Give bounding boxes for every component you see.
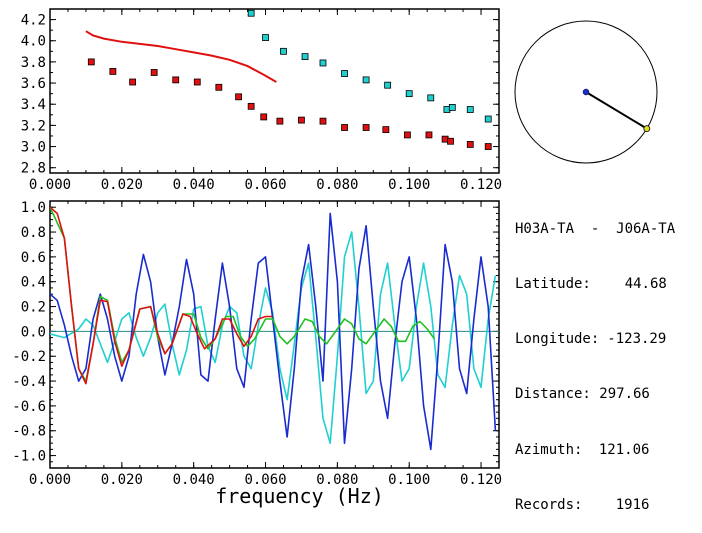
- y-tick-label: 1.0: [21, 200, 46, 216]
- x-tick-label: 0.000: [29, 472, 71, 488]
- info-records: Records: 1916: [515, 496, 675, 514]
- red-square-point: [447, 137, 454, 145]
- y-tick-label: 4.0: [21, 34, 46, 50]
- red-square-point: [298, 116, 305, 124]
- x-tick-label: 0.020: [101, 177, 143, 193]
- x-tick-label: 0.080: [316, 472, 358, 488]
- group-velocity-line: [85, 30, 277, 83]
- cyan-square-point: [280, 47, 287, 55]
- red-square-point: [247, 102, 255, 110]
- correlation-series-line: [50, 231, 497, 444]
- station-info-panel: H03A-TA - J06A-TA Latitude: 44.68 Longitu…: [515, 183, 675, 533]
- x-tick-label: 0.020: [101, 472, 143, 488]
- cyan-square-point: [319, 59, 327, 67]
- x-tick-label: 0.080: [316, 177, 358, 193]
- info-label: Latitude:: [515, 276, 591, 293]
- station-pair-label: H03A-TA - J06A-TA: [515, 220, 676, 237]
- x-axis-label: frequency (Hz): [215, 484, 384, 508]
- x-tick-label: 0.040: [173, 472, 215, 488]
- info-distance: Distance: 297.66: [515, 385, 675, 403]
- y-tick-label: -1.0: [12, 449, 46, 465]
- y-tick-label: -0.6: [12, 399, 46, 415]
- red-square-point: [404, 131, 411, 139]
- y-tick-label: 3.0: [21, 140, 46, 156]
- red-square-point: [129, 78, 137, 86]
- info-label: Distance:: [515, 386, 591, 403]
- red-square-point: [235, 93, 242, 101]
- x-tick-label: 0.060: [244, 177, 286, 193]
- cyan-square-point: [427, 94, 435, 102]
- x-tick-label: 0.100: [388, 472, 430, 488]
- y-tick-label: 2.8: [21, 161, 46, 177]
- cyan-square-point: [262, 34, 269, 41]
- y-tick-label: 0.4: [21, 275, 46, 291]
- x-tick-label: 0.000: [29, 177, 71, 193]
- red-square-point: [150, 69, 158, 76]
- plot-frame: [49, 8, 500, 174]
- dispersion-chart: 0.000 0.020 0.040 0.060 0.080 0.100 0.120 2.8 3.…: [21, 8, 502, 193]
- y-tick-label: 4.2: [21, 13, 46, 29]
- y-tick-label: -0.4: [12, 374, 46, 390]
- info-value: 297.66: [599, 386, 650, 403]
- red-square-point: [109, 68, 117, 75]
- y-tick-label: 3.8: [21, 55, 46, 71]
- red-square-point: [425, 131, 433, 139]
- info-label: Azimuth:: [515, 441, 583, 458]
- azimuth-tip-dot: [643, 125, 651, 133]
- y-tick-label: -0.8: [12, 424, 46, 440]
- correlation-series-line: [50, 206, 273, 385]
- red-square-point: [172, 76, 180, 84]
- info-value: 1916: [615, 496, 650, 513]
- cyan-square-point: [405, 90, 413, 98]
- x-tick-label: 0.060: [244, 472, 286, 488]
- y-tick-label: 0.8: [21, 225, 46, 241]
- info-label: Longitude:: [515, 331, 600, 348]
- red-square-point: [362, 124, 370, 131]
- azimuth-compass: [514, 20, 658, 164]
- red-square-point: [260, 113, 268, 121]
- cyan-square-point: [384, 81, 392, 89]
- x-tick-label: 0.120: [460, 472, 502, 488]
- correlation-series-line: [50, 206, 435, 382]
- cyan-square-point: [341, 70, 348, 77]
- compass-center-dot: [582, 88, 590, 96]
- y-tick-label: 0.0: [21, 324, 46, 340]
- y-tick-label: 3.2: [21, 118, 46, 134]
- cyan-square-point: [362, 76, 370, 84]
- red-square-point: [215, 83, 223, 91]
- red-square-point: [193, 78, 201, 86]
- info-azimuth: Azimuth: 121.06: [515, 441, 675, 459]
- cyan-square-point: [466, 106, 474, 113]
- red-square-point: [276, 117, 284, 125]
- info-value: 121.06: [598, 441, 650, 458]
- red-square-point: [466, 141, 474, 148]
- red-square-point: [484, 143, 492, 150]
- y-tick-label: 0.6: [21, 250, 46, 266]
- y-tick-label: 0.2: [21, 300, 46, 316]
- figure-canvas: 0.000 0.020 0.040 0.060 0.080 0.100 0.120 2.8 3.…: [12, 8, 658, 508]
- correlation-chart: 0.000 0.020 0.040 0.060 0.080 0.100 0.120 1.0 0.…: [12, 200, 502, 508]
- azimuth-needle: [585, 91, 648, 130]
- red-square-point: [87, 58, 95, 66]
- y-tick-label: 3.6: [21, 76, 46, 92]
- x-tick-label: 0.120: [460, 177, 502, 193]
- y-tick-label: -0.2: [12, 349, 46, 365]
- info-value: -123.29: [607, 331, 667, 348]
- cyan-square-point: [301, 53, 309, 61]
- info-latitude: Latitude: 44.68: [515, 275, 675, 293]
- cyan-square-point: [247, 9, 255, 17]
- x-tick-label: 0.100: [388, 177, 430, 193]
- y-tick-label: 3.4: [21, 97, 46, 113]
- compass-circle: [514, 20, 658, 164]
- cyan-square-point: [448, 104, 456, 111]
- red-square-point: [319, 117, 327, 125]
- x-tick-label: 0.040: [173, 177, 215, 193]
- red-square-point: [341, 124, 348, 131]
- red-square-point: [382, 126, 390, 134]
- info-label: Records:: [515, 496, 583, 513]
- cyan-square-point: [484, 115, 492, 123]
- info-value: 44.68: [624, 276, 667, 293]
- info-longitude: Longitude: -123.29: [515, 330, 675, 348]
